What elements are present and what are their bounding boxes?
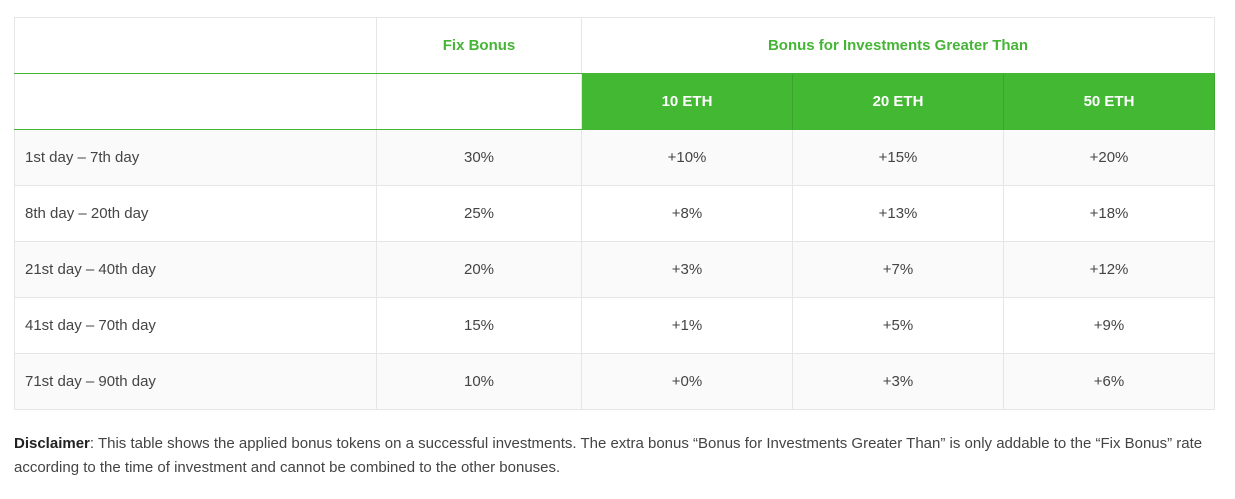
subheader-empty-cell [14, 73, 377, 130]
bonus-20-cell: +3% [792, 353, 1004, 410]
header-greater-than: Bonus for Investments Greater Than [580, 17, 1216, 74]
header-fix-bonus: Fix Bonus [376, 17, 582, 74]
fix-bonus-cell: 25% [376, 185, 582, 242]
bonus-10-cell: +0% [581, 353, 793, 410]
fix-bonus-cell: 30% [376, 129, 582, 186]
period-cell: 21st day – 40th day [14, 241, 377, 298]
header-eth-10: 10 ETH [581, 73, 793, 130]
table-row: 1st day – 7th day 30% +10% +15% +20% [14, 129, 1216, 186]
period-cell: 41st day – 70th day [14, 297, 377, 354]
table-row: 41st day – 70th day 15% +1% +5% +9% [14, 297, 1216, 354]
bonus-10-cell: +8% [581, 185, 793, 242]
table-row: 71st day – 90th day 10% +0% +3% +6% [14, 353, 1216, 410]
bonus-20-cell: +13% [792, 185, 1004, 242]
fix-bonus-cell: 10% [376, 353, 582, 410]
table-subheader-row: 10 ETH 20 ETH 50 ETH [14, 73, 1216, 130]
disclaimer-label: Disclaimer [14, 435, 90, 452]
subheader-empty-cell [376, 73, 582, 130]
header-eth-50: 50 ETH [1002, 73, 1216, 130]
disclaimer-text: : This table shows the applied bonus tok… [14, 435, 1203, 476]
header-eth-20: 20 ETH [792, 73, 1004, 130]
bonus-50-cell: +18% [1002, 185, 1216, 242]
bonus-20-cell: +15% [792, 129, 1004, 186]
bonus-50-cell: +20% [1002, 129, 1216, 186]
bonus-10-cell: +3% [581, 241, 793, 298]
period-cell: 1st day – 7th day [14, 129, 377, 186]
bonus-50-cell: +12% [1002, 241, 1216, 298]
bonus-10-cell: +1% [581, 297, 793, 354]
table-row: 21st day – 40th day 20% +3% +7% +12% [14, 241, 1216, 298]
bonus-50-cell: +9% [1002, 297, 1216, 354]
table-header-row: Fix Bonus Bonus for Investments Greater … [14, 17, 1216, 74]
bonus-table: Fix Bonus Bonus for Investments Greater … [14, 17, 1216, 410]
period-cell: 71st day – 90th day [14, 353, 377, 410]
bonus-50-cell: +6% [1002, 353, 1216, 410]
table-row: 8th day – 20th day 25% +8% +13% +18% [14, 185, 1216, 242]
period-cell: 8th day – 20th day [14, 185, 377, 242]
disclaimer: Disclaimer: This table shows the applied… [14, 432, 1219, 480]
bonus-10-cell: +10% [581, 129, 793, 186]
fix-bonus-cell: 20% [376, 241, 582, 298]
fix-bonus-cell: 15% [376, 297, 582, 354]
header-empty-cell [14, 17, 377, 74]
bonus-20-cell: +7% [792, 241, 1004, 298]
bonus-20-cell: +5% [792, 297, 1004, 354]
